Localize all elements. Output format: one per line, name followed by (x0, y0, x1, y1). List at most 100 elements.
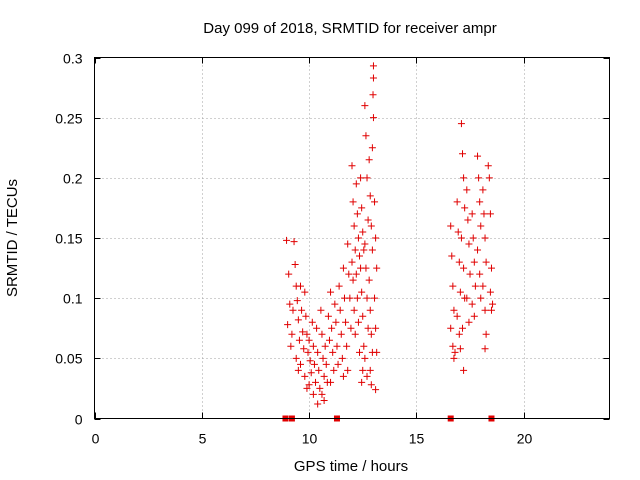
data-point (298, 306, 306, 314)
data-point (337, 330, 345, 338)
data-point (327, 288, 335, 296)
data-point (457, 234, 465, 242)
x-tick-label: 5 (199, 431, 207, 447)
data-point (460, 264, 468, 272)
data-point (487, 306, 495, 314)
data-point (309, 342, 317, 350)
data-point (480, 210, 488, 218)
data-point (289, 306, 297, 314)
data-point (310, 360, 318, 368)
data-point (349, 198, 357, 206)
data-point (318, 330, 326, 338)
data-point (314, 400, 322, 408)
data-point (455, 330, 463, 338)
y-tick-label: 0.1 (63, 291, 83, 307)
data-point (335, 282, 343, 290)
data-point (482, 258, 490, 266)
x-tick-label: 20 (517, 431, 533, 447)
data-point (295, 336, 303, 344)
data-point (469, 234, 477, 242)
data-point (315, 366, 323, 374)
data-point (470, 258, 478, 266)
data-point (332, 318, 340, 326)
data-point (373, 264, 381, 272)
data-point (453, 312, 461, 320)
data-point (302, 312, 310, 320)
data-point (450, 306, 458, 314)
data-point (359, 312, 367, 320)
data-point (447, 324, 455, 332)
data-point (290, 238, 298, 246)
data-point (358, 378, 366, 386)
data-point (303, 384, 311, 392)
y-tick-label: 0 (75, 412, 83, 428)
data-point (486, 210, 494, 218)
data-point (343, 342, 351, 350)
data-point (358, 288, 366, 296)
data-point (297, 360, 304, 368)
data-point (476, 270, 484, 278)
data-point (463, 186, 471, 194)
data-point (362, 264, 370, 272)
data-point (366, 192, 374, 200)
data-point (303, 330, 311, 338)
data-point (294, 366, 302, 374)
data-point (346, 294, 354, 302)
data-point (313, 324, 321, 332)
data-point (363, 294, 371, 302)
data-point (460, 366, 468, 374)
data-point (459, 150, 467, 158)
data-point (487, 264, 495, 272)
data-point (320, 396, 328, 404)
data-point (356, 348, 364, 356)
data-point (333, 342, 341, 350)
data-point (367, 330, 375, 338)
data-point (477, 222, 485, 230)
data-point (301, 372, 309, 380)
data-point (363, 174, 371, 182)
data-point (331, 300, 339, 308)
data-point (344, 366, 352, 374)
data-point (474, 246, 482, 254)
data-point (372, 386, 380, 394)
data-point (481, 234, 489, 242)
data-point (307, 369, 315, 377)
data-point (365, 276, 373, 284)
data-point (447, 222, 455, 230)
y-axis-label: SRMTID / TECUs (4, 179, 21, 297)
data-point (365, 156, 373, 164)
data-point (344, 240, 352, 248)
chart-title: Day 099 of 2018, SRMTID for receiver amp… (203, 20, 496, 37)
data-point (359, 228, 367, 236)
data-point (320, 372, 328, 380)
data-point (327, 378, 335, 386)
data-point (350, 306, 358, 314)
data-point (283, 236, 291, 244)
x-tick-label: 10 (302, 431, 318, 447)
data-point (309, 390, 317, 398)
y-tick-label: 0.25 (55, 111, 82, 127)
data-point (372, 234, 380, 242)
y-tick-label: 0.15 (55, 231, 82, 247)
data-point (367, 381, 375, 389)
data-point (328, 324, 336, 332)
data-point (363, 372, 371, 380)
data-point (308, 318, 316, 326)
data-point (352, 270, 360, 278)
data-point (475, 174, 483, 182)
data-point (314, 348, 322, 356)
data-point (466, 270, 474, 278)
data-point (339, 372, 347, 380)
data-point (369, 114, 377, 122)
data-point (359, 366, 367, 374)
x-tick-label: 15 (409, 431, 425, 447)
data-point (451, 348, 459, 356)
data-point (371, 198, 379, 206)
y-tick-label: 0.05 (55, 351, 82, 367)
grid (94, 57, 610, 419)
y-tick-label: 0.3 (63, 51, 83, 67)
data-point (362, 132, 370, 140)
data-point (364, 324, 372, 332)
data-point (348, 162, 356, 170)
